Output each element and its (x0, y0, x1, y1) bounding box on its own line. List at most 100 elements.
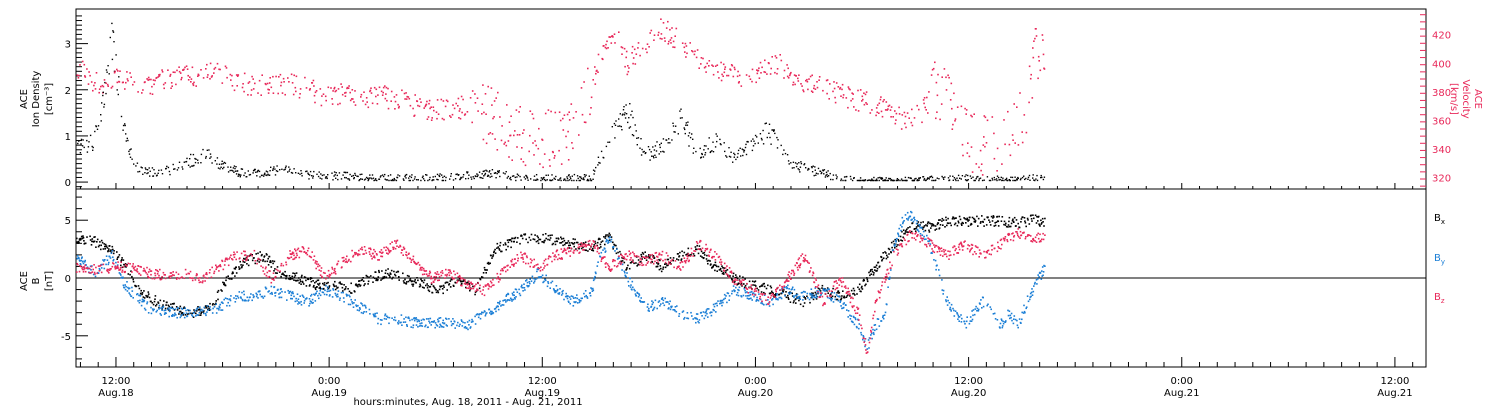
density-point (931, 179, 933, 182)
by-point (550, 281, 552, 284)
density-point (263, 175, 265, 177)
bx-point (966, 217, 968, 220)
velocity-point (712, 65, 714, 67)
bx-point (662, 266, 665, 269)
velocity-tick-label: 340 (1432, 145, 1451, 156)
density-point (109, 36, 111, 39)
bx-point (592, 245, 595, 248)
density-point (680, 108, 682, 110)
by-point (662, 299, 665, 302)
bx-point (638, 264, 640, 266)
bz-point (269, 270, 271, 272)
bx-point (408, 275, 410, 278)
density-point (910, 177, 912, 180)
density-point (636, 144, 638, 146)
by-point (510, 298, 513, 301)
density-point (709, 151, 711, 154)
velocity-point (985, 142, 988, 144)
bx-point (368, 276, 370, 278)
bz-point (205, 272, 208, 274)
bx-point (699, 248, 702, 250)
velocity-point (726, 74, 728, 77)
velocity-point (866, 103, 868, 105)
density-point (354, 172, 356, 175)
by-point (1030, 291, 1033, 294)
velocity-point (966, 152, 969, 154)
by-point (297, 298, 300, 300)
velocity-point (437, 113, 440, 115)
density-point (252, 172, 254, 174)
density-point (674, 131, 676, 133)
bx-point (164, 307, 167, 310)
velocity-point (863, 92, 865, 94)
bx-point (124, 265, 126, 268)
density-point (405, 173, 408, 176)
by-point (982, 305, 985, 308)
density-point (275, 170, 278, 172)
bx-point (316, 279, 319, 282)
by-point (509, 299, 511, 302)
density-point (882, 179, 885, 182)
bx-point (968, 219, 970, 221)
bx-point (973, 217, 975, 220)
density-point (989, 179, 992, 182)
by-point (1042, 271, 1045, 273)
velocity-point (1013, 103, 1015, 105)
bz-point (295, 256, 297, 259)
bx-point (472, 285, 474, 288)
density-point (981, 179, 984, 182)
bx-point (716, 270, 718, 272)
velocity-point (197, 73, 200, 76)
by-point (895, 241, 897, 243)
by-point (918, 224, 921, 227)
bx-point (322, 282, 324, 285)
by-point (912, 220, 915, 223)
by-point (583, 292, 585, 295)
velocity-point (864, 93, 867, 96)
velocity-point (950, 82, 953, 85)
by-point (910, 219, 912, 221)
velocity-point (327, 86, 330, 89)
by-point (567, 300, 570, 303)
by-point (807, 297, 809, 299)
by-point (534, 278, 536, 281)
velocity-point (672, 40, 675, 43)
bx-point (600, 241, 603, 243)
velocity-point (98, 88, 101, 90)
bx-point (906, 231, 908, 233)
bx-point (225, 279, 227, 282)
bz-point (395, 242, 397, 244)
velocity-point (884, 109, 887, 111)
bz-point (216, 266, 218, 269)
bx-point (539, 238, 542, 241)
velocity-point (235, 74, 238, 76)
density-point (1003, 179, 1005, 182)
by-point (954, 310, 957, 312)
velocity-point (474, 93, 476, 95)
density-point (1017, 177, 1019, 180)
by-point (227, 301, 229, 304)
density-point (363, 179, 366, 181)
bx-point (375, 279, 377, 282)
density-point (954, 178, 957, 180)
by-point (331, 296, 334, 298)
velocity-point (722, 63, 725, 66)
density-point (835, 177, 838, 180)
by-point (914, 219, 916, 221)
by-point (470, 321, 473, 323)
bx-point (874, 269, 876, 271)
density-point (491, 169, 494, 171)
by-point (349, 303, 352, 306)
density-point (381, 174, 384, 176)
bx-point (614, 244, 616, 247)
density-point (153, 169, 155, 171)
by-point (902, 222, 904, 225)
by-point (464, 322, 466, 324)
bx-point (200, 312, 202, 315)
by-point (161, 309, 163, 311)
by-point (403, 318, 405, 320)
density-point (524, 178, 527, 180)
by-point (108, 255, 111, 258)
by-point (784, 295, 786, 297)
bx-point (812, 292, 814, 295)
